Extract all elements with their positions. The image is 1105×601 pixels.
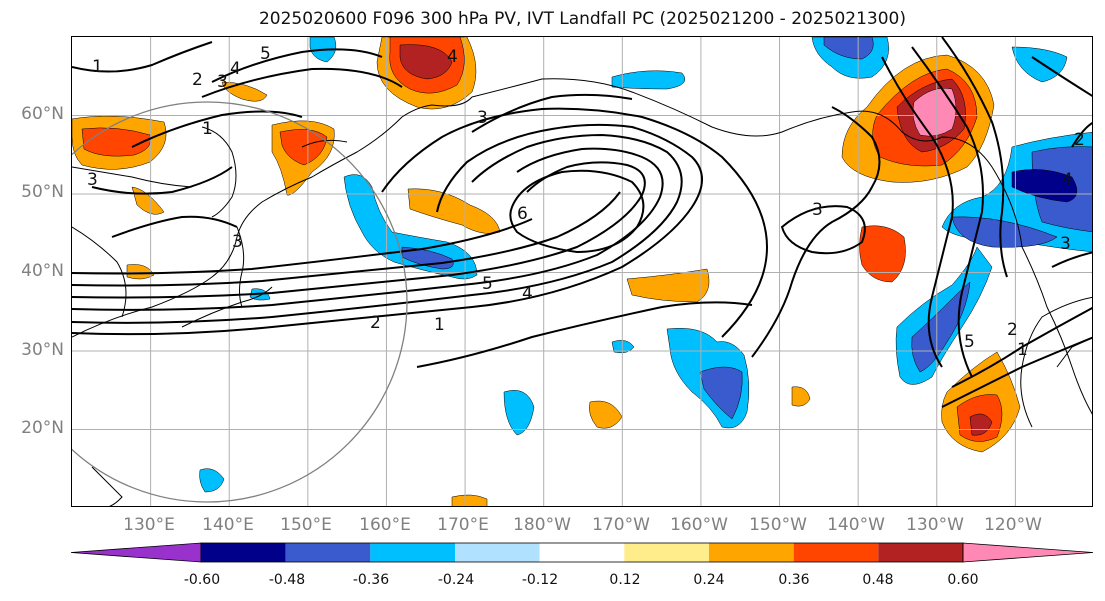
- colorbar-segment: [878, 543, 963, 562]
- lat-label: 60°N: [21, 104, 64, 124]
- negative-anomaly-shade: [611, 340, 635, 354]
- contour-label: 3: [1060, 234, 1071, 254]
- contour-label: 2: [192, 70, 203, 90]
- colorbar-tick-label: -0.48: [268, 572, 306, 588]
- positive-anomaly-shade: [407, 188, 501, 234]
- contour-label: 2: [1074, 130, 1085, 150]
- colorbar-tick-label: 0.48: [862, 572, 894, 588]
- lat-label: 30°N: [21, 340, 64, 360]
- negative-anomaly-shade: [503, 390, 535, 436]
- contour-labels: 1 2 4 5 6 3 3 5 4 3 2 1 3 3 4 5 1 2 3 4: [87, 44, 1085, 360]
- lon-label: 160°W: [670, 515, 728, 535]
- shading-layer: [72, 37, 1092, 506]
- colorbar-segment: [624, 543, 709, 562]
- contour-label: 1: [434, 315, 445, 335]
- negative-anomaly-core: [823, 37, 874, 60]
- positive-anomaly-core: [81, 127, 151, 157]
- colorbar-tick-label: -0.24: [437, 572, 475, 588]
- lat-label: 20°N: [21, 418, 64, 438]
- colorbar-segments: [70, 542, 1094, 563]
- negative-anomaly-core: [911, 281, 971, 373]
- colorbar-tick-label: -0.60: [183, 572, 221, 588]
- positive-anomaly-shade: [126, 264, 155, 280]
- positive-anomaly-shade: [626, 268, 710, 303]
- contour-label: 1: [1017, 340, 1028, 360]
- lon-label: 130°E: [123, 515, 175, 535]
- negative-anomaly-shade: [199, 468, 225, 493]
- colorbar-extend-low: [70, 542, 202, 563]
- lon-label: 160°E: [359, 515, 411, 535]
- figure-title: 2025020600 F096 300 hPa PV, IVT Landfall…: [258, 9, 906, 29]
- colorbar-tick-label: 0.12: [609, 572, 641, 588]
- contour-label: 4: [230, 59, 241, 79]
- contour-label: 3: [87, 170, 98, 190]
- lon-label: 140°E: [202, 515, 254, 535]
- colorbar-tick-label: -0.12: [521, 572, 559, 588]
- colorbar-tick-label: 0.60: [947, 572, 979, 588]
- range-circle: [72, 101, 408, 503]
- contour-layer: [72, 37, 1092, 408]
- contour-label: 4: [1062, 170, 1073, 190]
- positive-anomaly-shade: [451, 494, 488, 506]
- lon-label: 150°W: [749, 515, 807, 535]
- map-panel: 1 2 4 5 6 3 3 5 4 3 2 1 3 3 4 5 1 2 3 4: [71, 36, 1093, 507]
- colorbar-segment: [539, 543, 625, 562]
- lon-label: 180°W: [513, 515, 571, 535]
- contour-label: 4: [447, 47, 458, 67]
- positive-anomaly-shade: [589, 400, 623, 429]
- positive-anomaly-shade: [859, 225, 906, 283]
- map-canvas: 1 2 4 5 6 3 3 5 4 3 2 1 3 3 4 5 1 2 3 4: [72, 37, 1092, 506]
- colorbar-segment: [201, 543, 286, 562]
- colorbar-segment: [370, 543, 455, 562]
- colorbar-tick-label: 0.24: [693, 572, 725, 588]
- lon-label: 170°E: [437, 515, 489, 535]
- colorbar-segment: [285, 543, 371, 562]
- contour-label: 3: [477, 108, 488, 128]
- contour-label: 4: [522, 284, 533, 304]
- colorbar-segment: [709, 543, 794, 562]
- contour-label: 2: [370, 313, 381, 333]
- contour-label: 1: [202, 119, 213, 139]
- lon-label: 130°W: [906, 515, 964, 535]
- contour-label: 5: [260, 44, 271, 64]
- lon-label: 140°W: [827, 515, 885, 535]
- contour-label: 3: [232, 232, 243, 252]
- contour-label: 5: [964, 332, 975, 352]
- colorbar-outline: [200, 542, 964, 563]
- lon-label: 150°E: [280, 515, 332, 535]
- negative-anomaly-shade: [1011, 46, 1068, 83]
- colorbar-segment: [793, 543, 879, 562]
- lat-label: 50°N: [21, 182, 64, 202]
- lat-label: 40°N: [21, 261, 64, 281]
- negative-anomaly-shade: [343, 174, 478, 280]
- lon-label: 120°W: [984, 515, 1042, 535]
- contour-label: 6: [517, 204, 528, 224]
- contour-label: 2: [1007, 320, 1018, 340]
- contour-label: 1: [92, 57, 103, 77]
- contour-label: 5: [482, 274, 493, 294]
- positive-anomaly-shade: [131, 186, 165, 215]
- contour-label: 3: [812, 200, 823, 220]
- coastline-layer: [72, 78, 1092, 506]
- negative-anomaly-shade: [611, 70, 686, 90]
- colorbar-tick-label: -0.36: [352, 572, 390, 588]
- colorbar-tick-label: 0.36: [778, 572, 810, 588]
- contour-label: 3: [217, 72, 228, 92]
- colorbar-extend-high: [962, 542, 1094, 563]
- positive-anomaly-shade: [791, 386, 811, 407]
- negative-anomaly-core: [699, 366, 743, 420]
- lon-label: 170°W: [592, 515, 650, 535]
- colorbar-segment: [455, 543, 540, 562]
- positive-anomaly-peak: [399, 44, 453, 80]
